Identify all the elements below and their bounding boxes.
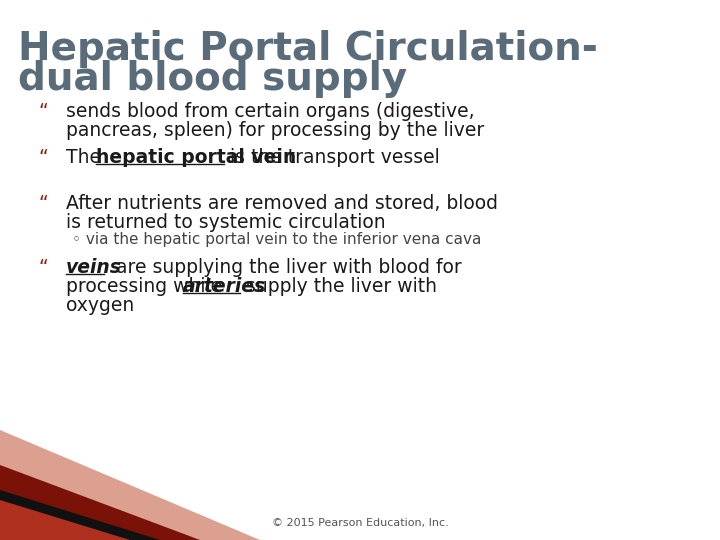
Text: supply the liver with: supply the liver with xyxy=(240,277,437,296)
Text: veins: veins xyxy=(66,258,122,277)
Text: hepatic portal vein: hepatic portal vein xyxy=(96,148,296,167)
Text: pancreas, spleen) for processing by the liver: pancreas, spleen) for processing by the … xyxy=(66,121,485,140)
Text: © 2015 Pearson Education, Inc.: © 2015 Pearson Education, Inc. xyxy=(271,518,449,528)
Polygon shape xyxy=(0,465,200,540)
Polygon shape xyxy=(0,500,130,540)
Text: Hepatic Portal Circulation-: Hepatic Portal Circulation- xyxy=(18,30,598,68)
Text: are supplying the liver with blood for: are supplying the liver with blood for xyxy=(104,258,462,277)
Text: is returned to systemic circulation: is returned to systemic circulation xyxy=(66,213,386,232)
Text: dual blood supply: dual blood supply xyxy=(18,60,408,98)
Text: “: “ xyxy=(38,194,48,213)
Text: The: The xyxy=(66,148,107,167)
Text: arteries: arteries xyxy=(183,277,266,296)
Text: processing while: processing while xyxy=(66,277,228,296)
Polygon shape xyxy=(0,430,260,540)
Text: oxygen: oxygen xyxy=(66,296,134,315)
Text: “: “ xyxy=(38,102,48,121)
Text: After nutrients are removed and stored, blood: After nutrients are removed and stored, … xyxy=(66,194,498,213)
Text: ◦ via the hepatic portal vein to the inferior vena cava: ◦ via the hepatic portal vein to the inf… xyxy=(72,232,482,247)
Text: “: “ xyxy=(38,148,48,167)
Text: sends blood from certain organs (digestive,: sends blood from certain organs (digesti… xyxy=(66,102,474,121)
Text: “: “ xyxy=(38,258,48,277)
Polygon shape xyxy=(0,490,160,540)
Text: is the transport vessel: is the transport vessel xyxy=(224,148,440,167)
